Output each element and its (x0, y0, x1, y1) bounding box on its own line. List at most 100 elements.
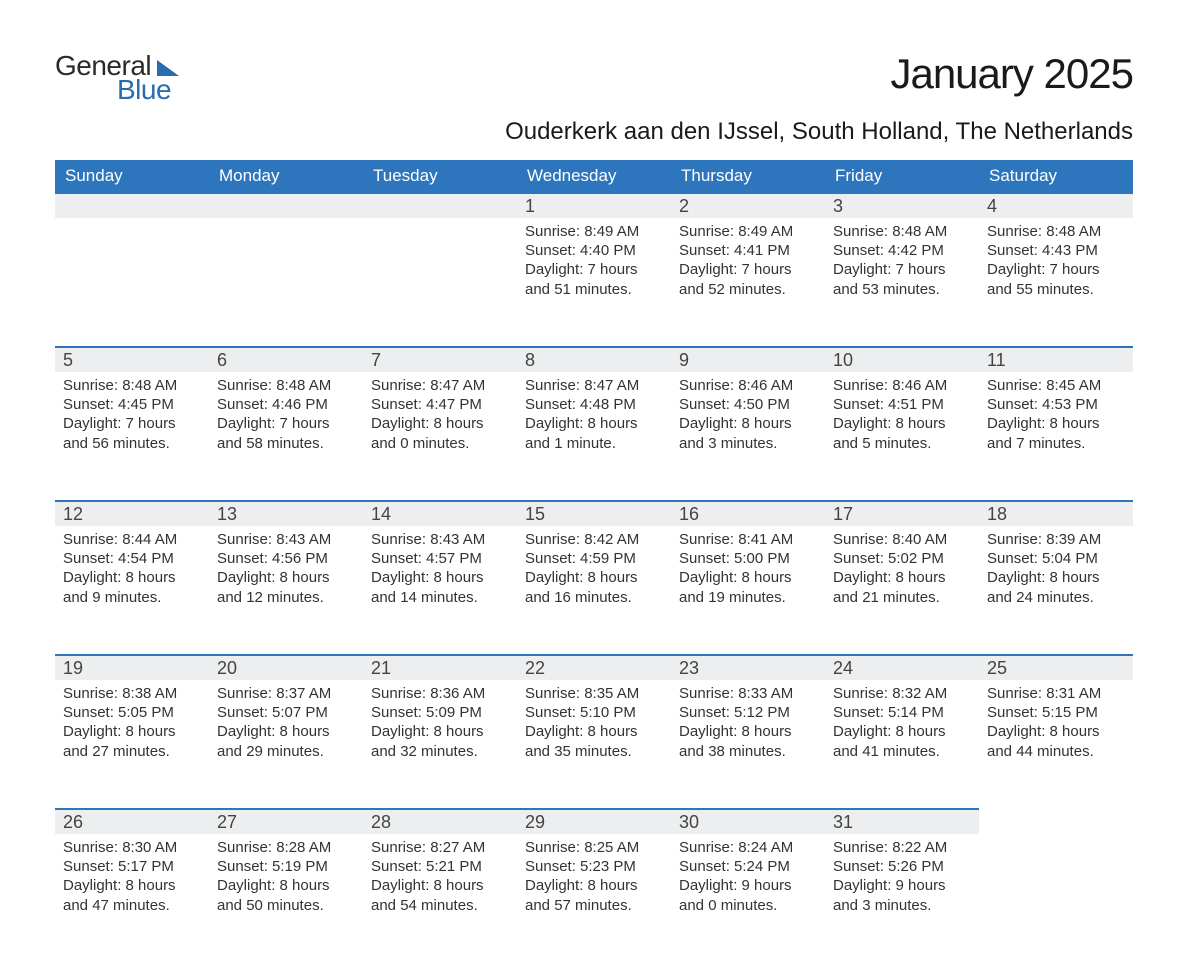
day-ss: Sunset: 5:26 PM (833, 857, 971, 876)
day-ss: Sunset: 4:47 PM (371, 395, 509, 414)
day-number: 2 (671, 192, 825, 218)
day-d2: and 55 minutes. (987, 280, 1125, 299)
day-number: 9 (671, 346, 825, 372)
day-ss: Sunset: 4:56 PM (217, 549, 355, 568)
day-sr: Sunrise: 8:37 AM (217, 684, 355, 703)
day-number: 19 (55, 654, 209, 680)
day-d1: Daylight: 8 hours (987, 414, 1125, 433)
day-number: 22 (517, 654, 671, 680)
day-d1: Daylight: 8 hours (371, 568, 509, 587)
day-ss: Sunset: 4:43 PM (987, 241, 1125, 260)
day-d2: and 57 minutes. (525, 896, 663, 915)
day-ss: Sunset: 5:15 PM (987, 703, 1125, 722)
day-d2: and 19 minutes. (679, 588, 817, 607)
day-details: Sunrise: 8:35 AMSunset: 5:10 PMDaylight:… (517, 680, 671, 775)
location-subtitle: Ouderkerk aan den IJssel, South Holland,… (55, 118, 1133, 146)
day-number: 23 (671, 654, 825, 680)
day-details-empty (209, 218, 363, 236)
day-ss: Sunset: 4:57 PM (371, 549, 509, 568)
day-details-empty (363, 218, 517, 236)
day-details: Sunrise: 8:43 AMSunset: 4:56 PMDaylight:… (209, 526, 363, 621)
day-details: Sunrise: 8:47 AMSunset: 4:47 PMDaylight:… (363, 372, 517, 467)
day-details: Sunrise: 8:27 AMSunset: 5:21 PMDaylight:… (363, 834, 517, 929)
day-sr: Sunrise: 8:32 AM (833, 684, 971, 703)
day-details: Sunrise: 8:46 AMSunset: 4:50 PMDaylight:… (671, 372, 825, 467)
day-sr: Sunrise: 8:36 AM (371, 684, 509, 703)
day-details: Sunrise: 8:28 AMSunset: 5:19 PMDaylight:… (209, 834, 363, 929)
day-d2: and 44 minutes. (987, 742, 1125, 761)
week-number-row: 19202122232425 (55, 654, 1133, 680)
day-ss: Sunset: 5:02 PM (833, 549, 971, 568)
day-sr: Sunrise: 8:41 AM (679, 530, 817, 549)
day-details: Sunrise: 8:42 AMSunset: 4:59 PMDaylight:… (517, 526, 671, 621)
day-details: Sunrise: 8:32 AMSunset: 5:14 PMDaylight:… (825, 680, 979, 775)
day-number: 31 (825, 808, 979, 834)
day-ss: Sunset: 4:48 PM (525, 395, 663, 414)
day-number: 5 (55, 346, 209, 372)
day-ss: Sunset: 5:09 PM (371, 703, 509, 722)
day-details: Sunrise: 8:36 AMSunset: 5:09 PMDaylight:… (363, 680, 517, 775)
day-ss: Sunset: 5:00 PM (679, 549, 817, 568)
week-number-row: 567891011 (55, 346, 1133, 372)
day-number: 16 (671, 500, 825, 526)
day-ss: Sunset: 4:53 PM (987, 395, 1125, 414)
day-sr: Sunrise: 8:22 AM (833, 838, 971, 857)
day-number: 7 (363, 346, 517, 372)
day-details: Sunrise: 8:44 AMSunset: 4:54 PMDaylight:… (55, 526, 209, 621)
week-body-row: Sunrise: 8:49 AMSunset: 4:40 PMDaylight:… (55, 218, 1133, 346)
day-header: Thursday (671, 160, 825, 192)
day-sr: Sunrise: 8:49 AM (525, 222, 663, 241)
day-d1: Daylight: 8 hours (525, 876, 663, 895)
day-number: 30 (671, 808, 825, 834)
day-d1: Daylight: 8 hours (679, 722, 817, 741)
day-sr: Sunrise: 8:28 AM (217, 838, 355, 857)
day-number: 18 (979, 500, 1133, 526)
day-number: 13 (209, 500, 363, 526)
day-ss: Sunset: 5:04 PM (987, 549, 1125, 568)
day-number: 15 (517, 500, 671, 526)
day-d1: Daylight: 8 hours (525, 722, 663, 741)
week-body-row: Sunrise: 8:44 AMSunset: 4:54 PMDaylight:… (55, 526, 1133, 654)
day-details-empty (979, 834, 1133, 852)
day-sr: Sunrise: 8:31 AM (987, 684, 1125, 703)
day-details: Sunrise: 8:48 AMSunset: 4:43 PMDaylight:… (979, 218, 1133, 313)
day-d2: and 53 minutes. (833, 280, 971, 299)
day-number: 27 (209, 808, 363, 834)
day-d1: Daylight: 8 hours (679, 568, 817, 587)
day-d2: and 5 minutes. (833, 434, 971, 453)
day-d1: Daylight: 7 hours (525, 260, 663, 279)
day-d2: and 51 minutes. (525, 280, 663, 299)
day-d1: Daylight: 8 hours (987, 722, 1125, 741)
day-d1: Daylight: 8 hours (371, 876, 509, 895)
day-sr: Sunrise: 8:35 AM (525, 684, 663, 703)
day-header: Sunday (55, 160, 209, 192)
day-d1: Daylight: 7 hours (217, 414, 355, 433)
day-details: Sunrise: 8:49 AMSunset: 4:41 PMDaylight:… (671, 218, 825, 313)
day-details: Sunrise: 8:40 AMSunset: 5:02 PMDaylight:… (825, 526, 979, 621)
day-ss: Sunset: 5:10 PM (525, 703, 663, 722)
day-details: Sunrise: 8:48 AMSunset: 4:46 PMDaylight:… (209, 372, 363, 467)
day-details: Sunrise: 8:47 AMSunset: 4:48 PMDaylight:… (517, 372, 671, 467)
day-number: 26 (55, 808, 209, 834)
week-number-row: 12131415161718 (55, 500, 1133, 526)
day-d2: and 52 minutes. (679, 280, 817, 299)
day-ss: Sunset: 4:45 PM (63, 395, 201, 414)
day-number: 21 (363, 654, 517, 680)
logo-triangle-icon (157, 60, 179, 76)
day-sr: Sunrise: 8:38 AM (63, 684, 201, 703)
day-d1: Daylight: 8 hours (525, 568, 663, 587)
day-number: 25 (979, 654, 1133, 680)
day-d1: Daylight: 8 hours (833, 414, 971, 433)
day-d1: Daylight: 8 hours (679, 414, 817, 433)
day-d1: Daylight: 8 hours (987, 568, 1125, 587)
day-d1: Daylight: 8 hours (217, 568, 355, 587)
day-details: Sunrise: 8:22 AMSunset: 5:26 PMDaylight:… (825, 834, 979, 929)
logo-text-blue: Blue (117, 74, 171, 106)
day-sr: Sunrise: 8:46 AM (679, 376, 817, 395)
day-d2: and 54 minutes. (371, 896, 509, 915)
day-number: 6 (209, 346, 363, 372)
day-details: Sunrise: 8:48 AMSunset: 4:45 PMDaylight:… (55, 372, 209, 467)
day-ss: Sunset: 5:17 PM (63, 857, 201, 876)
day-sr: Sunrise: 8:49 AM (679, 222, 817, 241)
day-sr: Sunrise: 8:30 AM (63, 838, 201, 857)
